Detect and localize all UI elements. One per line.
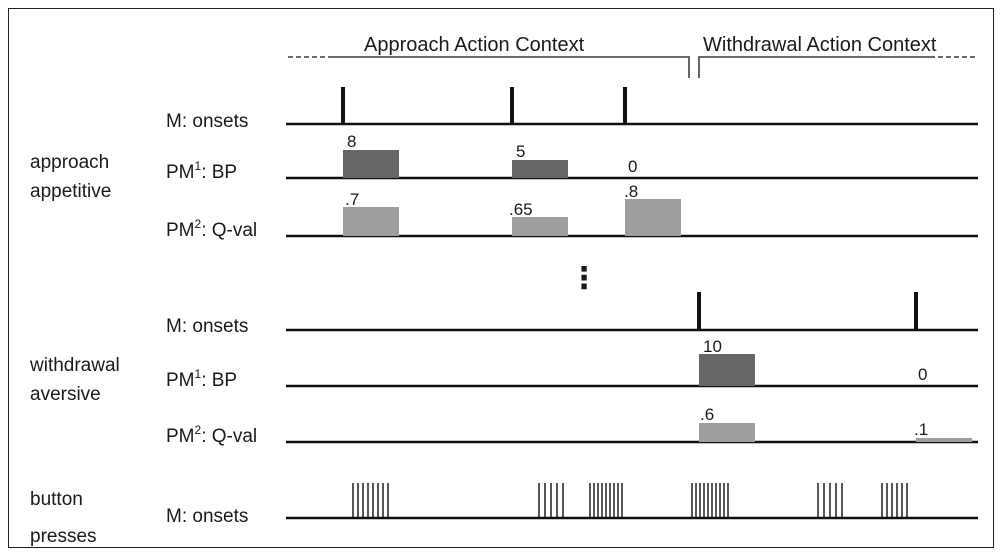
- qval-value-label: .7: [345, 190, 359, 209]
- row-label-pm1-bp: PM1: BP: [166, 159, 237, 183]
- row-label-pm2-qval: PM2: Q-val: [166, 217, 257, 241]
- row-label-pm1-bp: PM1: BP: [166, 367, 237, 391]
- qval-value-label: .6: [700, 405, 714, 424]
- group-withdrawal-line2: aversive: [30, 384, 101, 405]
- bp-value-label: 0: [628, 157, 637, 176]
- bp-bar: [512, 160, 568, 178]
- row-label-m-onsets: M: onsets: [166, 111, 248, 132]
- group-approach-line1: approach: [30, 152, 109, 173]
- bp-value-label: 8: [347, 132, 356, 151]
- withdrawal-context-bracket: [698, 56, 930, 78]
- qval-bar: [512, 217, 568, 236]
- row-label-m-onsets: M: onsets: [166, 506, 248, 527]
- qval-bar: [343, 207, 399, 236]
- qval-value-label: .8: [624, 182, 638, 201]
- figure-frame: [8, 8, 994, 548]
- group-buttons-line2: presses: [30, 526, 97, 547]
- qval-value-label: .65: [509, 200, 533, 219]
- qval-bar: [625, 199, 681, 236]
- qval-bar: [699, 423, 755, 442]
- bp-value-label: 0: [918, 365, 927, 384]
- qval-value-label: .1: [914, 420, 928, 439]
- qval-bar: [916, 438, 972, 442]
- vertical-ellipsis: ⋮: [569, 262, 599, 295]
- bp-value-label: 5: [516, 142, 525, 161]
- approach-context-label: Approach Action Context: [364, 34, 585, 56]
- row-label-pm2-qval: PM2: Q-val: [166, 423, 257, 447]
- bp-bar: [699, 354, 755, 386]
- group-buttons-line1: button: [30, 489, 83, 510]
- row-label-m-onsets: M: onsets: [166, 316, 248, 337]
- approach-context-bracket: [328, 56, 690, 78]
- group-approach-line2: appetitive: [30, 181, 111, 202]
- bp-bar: [343, 150, 399, 178]
- group-withdrawal-line1: withdrawal: [29, 355, 120, 376]
- button-press-markers: [352, 483, 908, 518]
- withdrawal-context-label: Withdrawal Action Context: [703, 34, 937, 56]
- bp-value-label: 10: [703, 337, 722, 356]
